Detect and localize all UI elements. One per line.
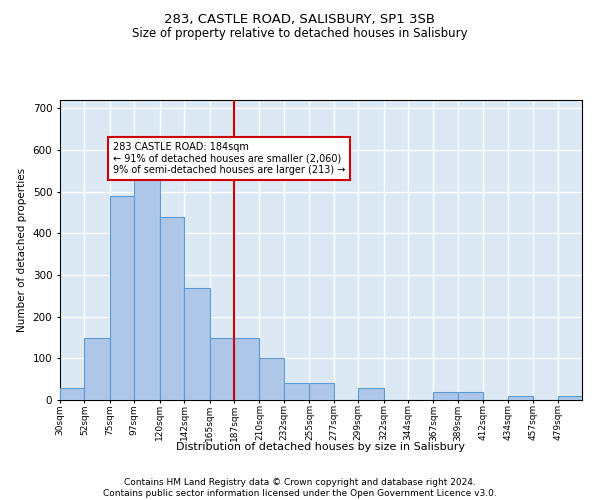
Text: 283 CASTLE ROAD: 184sqm
← 91% of detached houses are smaller (2,060)
9% of semi-: 283 CASTLE ROAD: 184sqm ← 91% of detache… [113,142,346,175]
Bar [85,338,110,400]
Text: Contains HM Land Registry data © Crown copyright and database right 2024.
Contai: Contains HM Land Registry data © Crown c… [103,478,497,498]
Bar [209,338,234,400]
Bar [234,338,259,400]
Bar [110,196,134,400]
Bar [259,358,284,400]
Bar [458,392,484,400]
Bar [310,384,334,400]
Bar [433,392,458,400]
Text: Size of property relative to detached houses in Salisbury: Size of property relative to detached ho… [132,28,468,40]
Bar [160,216,184,400]
Bar [557,396,582,400]
Bar [134,164,160,400]
Bar [184,288,209,400]
Bar [284,384,310,400]
Text: 283, CASTLE ROAD, SALISBURY, SP1 3SB: 283, CASTLE ROAD, SALISBURY, SP1 3SB [164,12,436,26]
Bar [508,396,533,400]
Bar [358,388,383,400]
Text: Distribution of detached houses by size in Salisbury: Distribution of detached houses by size … [176,442,466,452]
Bar [60,388,85,400]
Y-axis label: Number of detached properties: Number of detached properties [17,168,27,332]
